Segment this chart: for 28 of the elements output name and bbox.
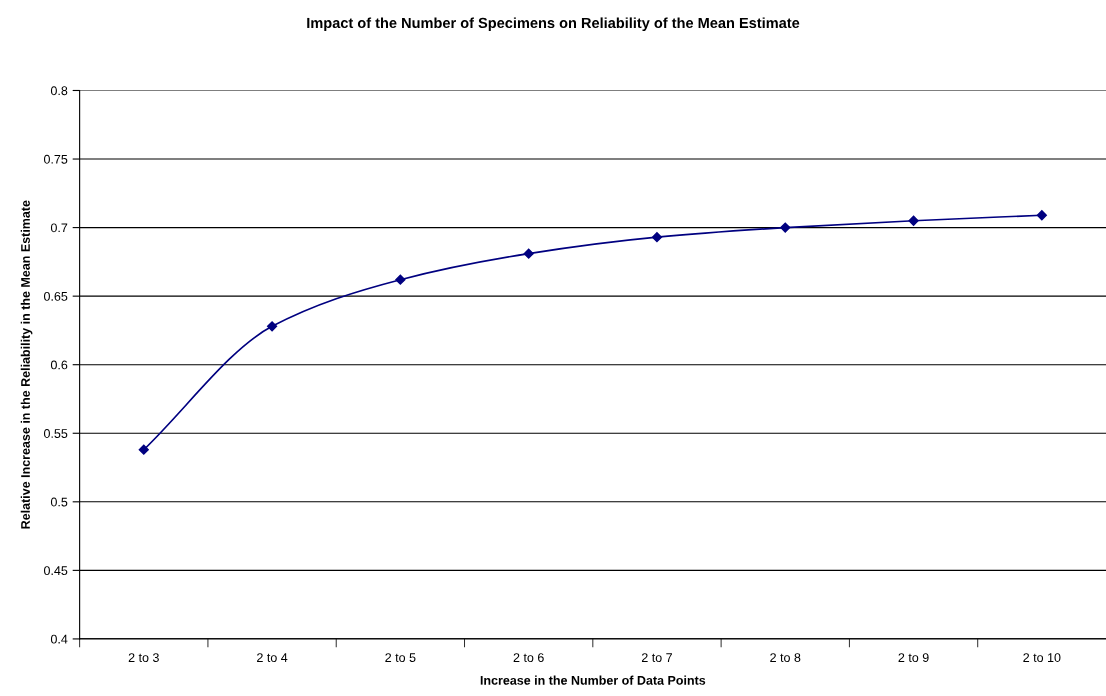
point [780,222,791,233]
y-tick-label: 0.7 [50,223,68,233]
point [138,444,149,455]
point [651,232,663,243]
y-tick-label: 0.8 [50,86,68,96]
x-tick-label: 2 to 6 [513,653,544,662]
x-tick-label: 2 to 5 [385,653,416,662]
y-axis-title: Relative Increase in the Reliability in the Mean Estimate [20,200,33,529]
point [908,215,919,226]
x-tick-label: 2 to 4 [257,653,288,662]
point [266,321,278,332]
x-tick-label: 2 to 9 [898,653,929,662]
x-tick-label: 2 to 3 [128,653,159,662]
y-tick-label: 0.75 [43,154,68,164]
y-tick-label: 0.4 [50,634,68,644]
point [523,248,534,259]
y-tick-label: 0.55 [43,429,68,438]
point [1036,210,1047,221]
y-tick-label: 0.45 [43,566,68,576]
x-tick-label: 2 to 7 [641,653,672,662]
y-tick-label: 0.5 [50,497,68,507]
x-axis-title: Increase in the Number of Data Points [480,675,706,685]
x-tick-label: 2 to 8 [770,653,801,662]
y-tick-label: 0.65 [43,291,68,301]
chart-title: Impact of the Number of Specimens on Reliability of the Mean Estimate [307,17,800,31]
y-tick-label: 0.6 [50,360,68,370]
point [395,274,406,285]
x-tick-label: 2 to 10 [1023,653,1061,662]
